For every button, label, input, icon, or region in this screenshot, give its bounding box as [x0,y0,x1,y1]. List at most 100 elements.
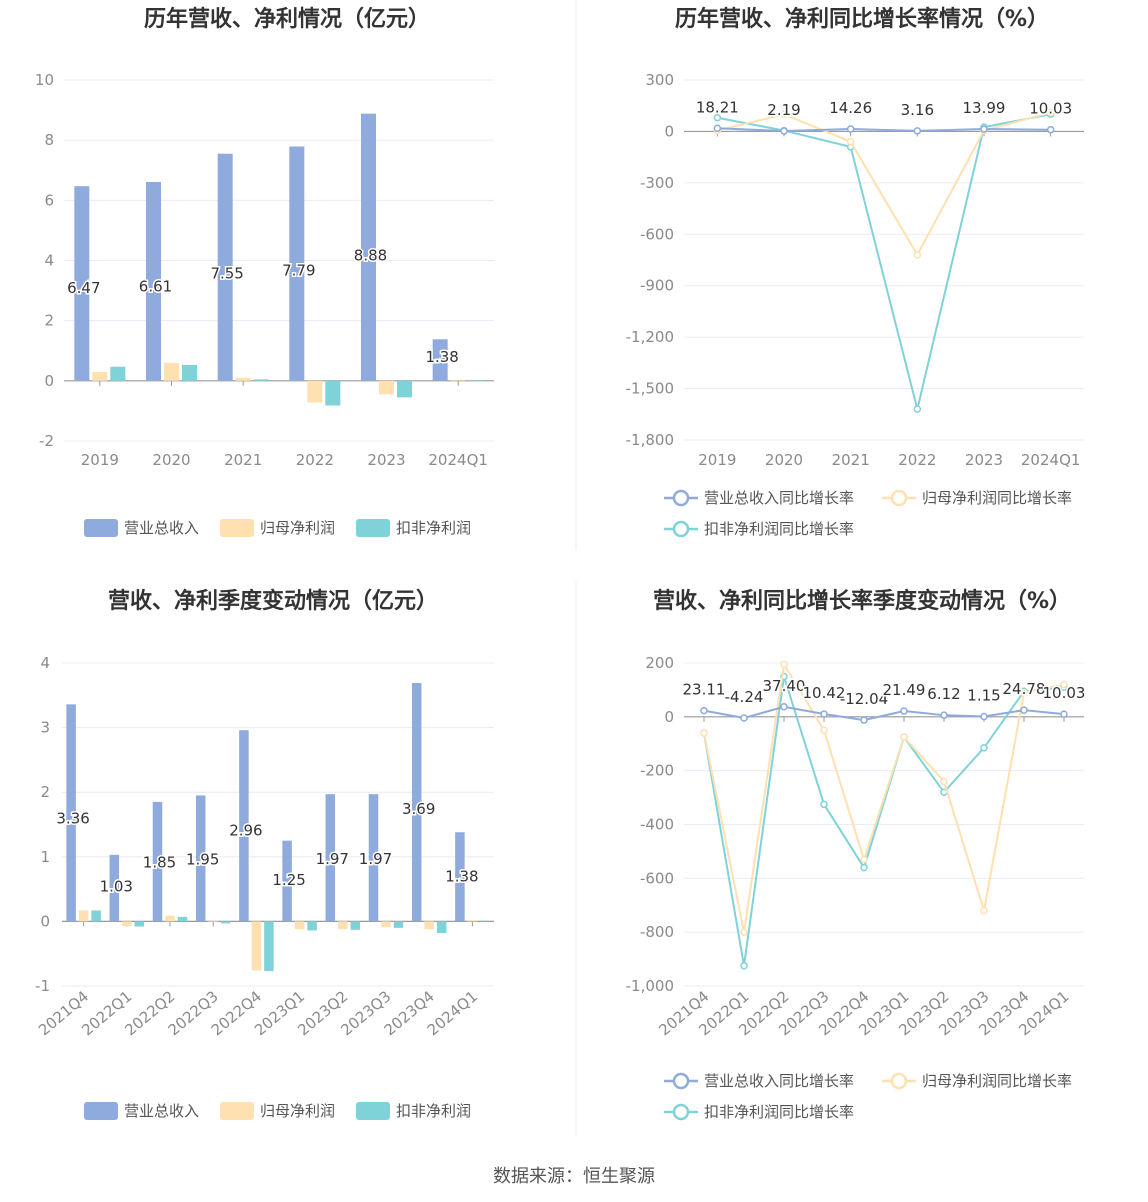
line-扣非净利润同比增长率 [717,113,1051,410]
y-tick-label: 0 [664,708,674,726]
data-label: 6.12 [927,685,960,703]
bar-扣非净利润-2024Q1 [468,380,484,382]
point-归母净利润同比增长率-2021Q4 [700,729,708,737]
point-扣非净利润同比增长率-2023Q3 [980,744,988,752]
bar-营业总收入-2022Q2 [152,801,163,922]
data-label: 8.88 [354,247,387,265]
y-tick-label: 8 [44,131,54,149]
legend-label: 营业总收入同比增长率 [704,489,854,507]
annual-revenue-profit-chart: 历年营收、净利情况（亿元） 10 8 6 4 2 0 -2 2019 2020 2021 2022 2… [35,6,494,537]
data-label: 18.21 [696,98,739,116]
y-tick-label: -2 [39,432,54,450]
y-tick-label: 4 [44,252,54,270]
x-tick-label: 2020 [152,451,190,469]
point-归母净利润同比增长率-2022Q4 [860,855,868,864]
chart-title: 营收、净利同比增长率季度变动情况（%） [653,588,1071,614]
x-tick-label: 2020 [765,451,803,469]
data-label: 1.85 [143,854,176,872]
x-tick-label: 2022 [296,451,334,469]
legend-label: 扣非净利润 [396,519,471,537]
data-label: 10.03 [1043,684,1086,702]
bar-营业总收入-2023Q4 [411,683,422,922]
point-归母净利润同比增长率-2023Q2 [940,777,948,786]
y-tick-label: 0 [664,122,674,140]
legend-label: 归母净利润同比增长率 [922,489,1072,507]
point-归母净利润同比增长率-2020 [780,110,788,119]
y-tick-label: 2 [40,783,50,801]
line-营业总收入同比增长率 [717,127,1051,133]
data-label: 10.42 [803,684,846,702]
data-label: 3.69 [402,800,435,818]
y-tick-label: 200 [645,654,674,672]
bar-营业总收入-2023 [361,113,376,381]
x-tick-label: 2024Q1 [428,451,488,469]
bar-归母净利润-2023Q2 [338,921,348,930]
data-label: 1.15 [967,687,1000,705]
y-tick-label: 4 [40,654,50,672]
bar-营业总收入-2021 [217,153,233,381]
y-tick-label: 2 [44,312,54,330]
y-axis-grid: 200 0 -200 -400 -600 -800 -1,000 [626,654,1084,995]
data-label: -4.24 [725,688,764,706]
y-tick-label: -600 [640,869,674,887]
legend-swatch [220,1102,254,1120]
data-label: 1.03 [100,877,133,895]
y-tick-label: 10 [35,71,54,89]
point-归母净利润同比增长率-2024Q1 [1060,680,1068,689]
data-label: 6.47 [67,279,100,297]
point-归母净利润同比增长率-2022Q1 [740,928,748,936]
x-tick-label: 2023 [367,451,405,469]
data-label: 7.79 [282,261,315,279]
point-营业总收入同比增长率-2022Q4 [860,716,868,724]
x-tick-label: 2022 [898,451,936,469]
legend-label: 归母净利润 [260,1102,335,1120]
data-label: 10.03 [1029,100,1072,118]
point-营业总收入同比增长率-2022 [913,127,922,135]
y-tick-label: 3 [40,719,50,737]
bar-归母净利润-2024Q1 [450,380,466,381]
point-扣非净利润同比增长率-2022 [913,405,922,413]
legend-marker [672,520,690,538]
bar-扣非净利润-2020 [182,364,197,381]
data-label: 2.19 [767,101,800,119]
line-营业总收入同比增长率 [703,705,1065,722]
point-营业总收入同比增长率-2022Q2 [780,703,788,711]
bar-归母净利润-2024Q1 [467,920,478,922]
legend-label: 归母净利润 [260,519,335,537]
bar-营业总收入-2019 [74,186,90,381]
bar-归母净利润-2022Q1 [122,921,132,926]
data-label: 3.16 [901,101,934,119]
bar-归母净利润-2022Q4 [251,921,262,971]
bar-营业总收入-2024Q1 [455,832,465,922]
y-tick-label: 1 [40,848,50,866]
legend-swatch [356,1102,390,1120]
y-tick-label: -300 [640,174,674,192]
x-tick-label: 2019 [81,451,119,469]
legend-label: 扣非净利润同比增长率 [704,1103,854,1121]
point-归母净利润同比增长率-2024Q1 [1046,108,1055,117]
point-营业总收入同比增长率-2023 [980,125,988,133]
line-扣非净利润同比增长率 [703,676,1065,966]
point-营业总收入同比增长率-2021Q4 [700,706,708,715]
y-tick-label: 0 [40,912,50,930]
y-tick-label: -400 [640,816,674,834]
y-tick-label: -1,000 [626,977,674,995]
quarterly-growth-rate-chart: 营收、净利同比增长率季度变动情况（%） 200 0 -200 -400 -600 -800… [626,588,1087,1121]
y-tick-label: -1 [35,977,50,995]
bar-归母净利润-2023Q1 [294,921,305,930]
legend-marker [672,1072,690,1090]
point-营业总收入同比增长率-2024Q1 [1046,125,1055,134]
point-营业总收入同比增长率-2022Q1 [740,714,748,722]
data-label: 14.26 [829,99,872,117]
point-营业总收入同比增长率-2024Q1 [1060,710,1068,718]
legend-swatch [220,519,254,537]
y-axis-grid: 10 8 6 4 2 0 -2 [35,71,494,450]
data-label: 1.97 [316,850,349,868]
bar-扣非净利润-2024Q1 [480,920,490,922]
point-归母净利润同比增长率-2022Q3 [820,726,828,735]
y-tick-label: -800 [640,923,674,941]
bar-归母净利润-2020 [164,362,179,381]
legend: 营业总收入 归母净利润 扣非净利润 [84,1102,471,1120]
bar-归母净利润-2023Q3 [381,921,391,928]
